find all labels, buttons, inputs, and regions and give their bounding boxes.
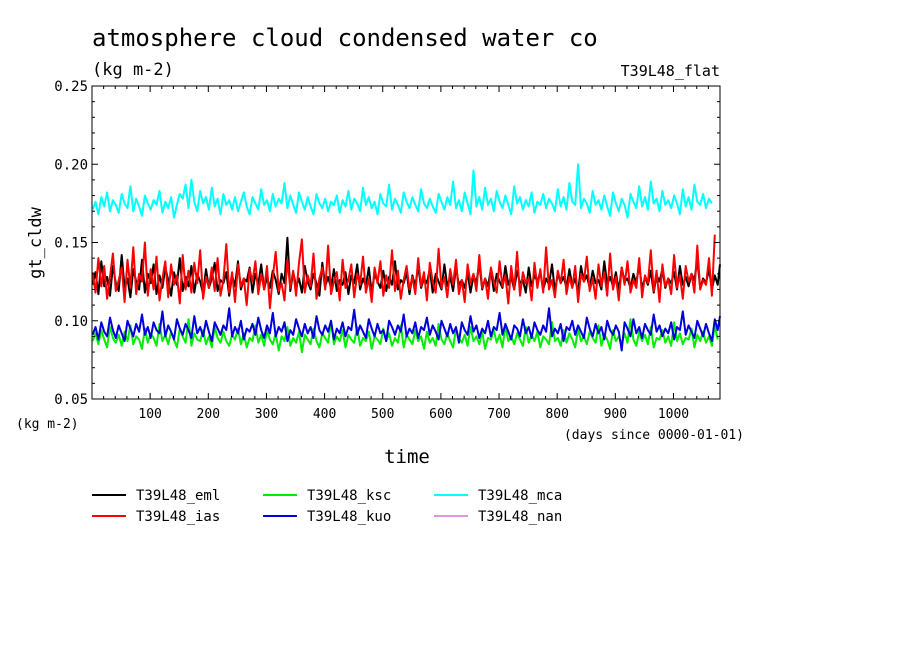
x-tick-label: 900 <box>604 407 627 422</box>
legend-item-t39l48_mca: T39L48_mca <box>434 488 562 504</box>
x-tick-label: 800 <box>545 407 568 422</box>
legend-label: T39L48_ias <box>136 509 220 525</box>
series-line-t39l48_mca <box>91 163 713 219</box>
legend-label: T39L48_nan <box>478 509 562 525</box>
x-axis-units: (days since 0000-01-01) <box>564 428 744 443</box>
x-tick-label: 100 <box>138 407 161 422</box>
legend-label: T39L48_mca <box>478 488 562 504</box>
x-tick-label: 600 <box>429 407 452 422</box>
legend-item-t39l48_ias: T39L48_ias <box>92 509 220 525</box>
legend-label: T39L48_eml <box>136 488 220 504</box>
chart-subtitle-units: (kg m-2) <box>92 60 174 80</box>
series-line-t39l48_ias <box>91 234 716 310</box>
x-tick-label: 700 <box>487 407 510 422</box>
x-tick-label: 500 <box>371 407 394 422</box>
x-tick-label: 300 <box>255 407 278 422</box>
legend-item-t39l48_ksc: T39L48_ksc <box>263 488 391 504</box>
x-tick-label: 400 <box>313 407 336 422</box>
series-layer <box>91 163 721 354</box>
x-tick-label: 200 <box>197 407 220 422</box>
plot-frame <box>91 85 721 400</box>
legend-label: T39L48_ksc <box>307 488 391 504</box>
y-tick-label: 0.25 <box>54 79 88 95</box>
legend-item-t39l48_kuo: T39L48_kuo <box>263 509 391 525</box>
y-tick-label: 0.10 <box>54 314 88 330</box>
legend-label: T39L48_kuo <box>307 509 391 525</box>
legend: T39L48_eml T39L48_ias T39L48_ksc T39L48_kuo… <box>92 488 562 525</box>
experiment-label: T39L48_flat <box>621 62 720 80</box>
axis-layer: 100 200 300 400 500 600 700 800 900 1000 0.05 0.10 0… <box>54 79 720 422</box>
y-axis-units: (kg m-2) <box>16 417 79 432</box>
legend-item-t39l48_eml: T39L48_eml <box>92 488 220 504</box>
x-tick-label: 1000 <box>658 407 689 422</box>
y-tick-label: 0.20 <box>54 157 88 173</box>
chart-title: atmosphere cloud condensed water co <box>92 24 598 52</box>
y-axis-label: gt_cldw <box>26 206 46 278</box>
legend-item-t39l48_nan: T39L48_nan <box>434 509 562 525</box>
y-tick-label: 0.05 <box>54 392 88 408</box>
y-tick-label: 0.15 <box>54 236 88 252</box>
x-axis-label: time <box>384 446 430 468</box>
series-line-t39l48_kuo <box>91 307 721 352</box>
